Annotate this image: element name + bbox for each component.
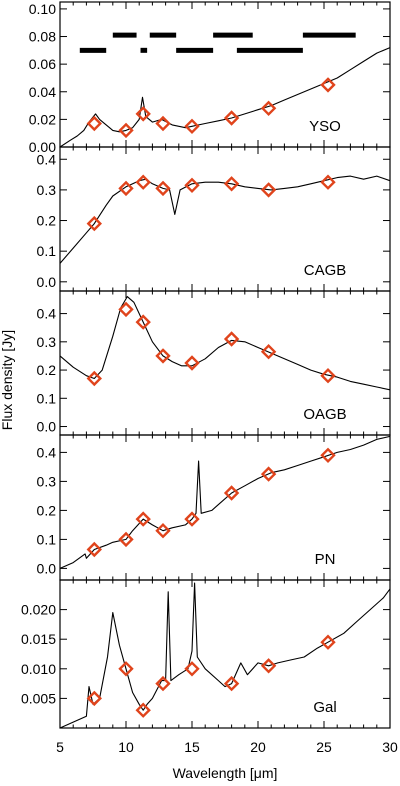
photometry-marker <box>184 118 200 134</box>
panel-gal: 0.005 0.010 0.015 0.020 Gal <box>21 579 391 729</box>
y-tick-label: 0.4 <box>37 306 57 322</box>
panel-oagb: 0.0 0.1 0.2 0.3 0.4 OAGB <box>37 290 391 436</box>
y-tick-label: 0.10 <box>29 1 56 17</box>
photometry-marker <box>155 523 171 539</box>
photometry-marker <box>223 110 240 126</box>
photometry-marker <box>260 100 277 116</box>
photometry-marker <box>135 106 151 122</box>
photometry-marker <box>320 174 336 190</box>
photometry-marker <box>260 344 277 360</box>
panel-label: Gal <box>313 699 336 716</box>
photometry-marker <box>320 447 336 463</box>
x-axis-label: Wavelength [μm] <box>173 765 278 781</box>
photometry-marker <box>86 690 102 707</box>
spectrum-line <box>59 47 391 148</box>
y-tick-label: 0.1 <box>37 243 57 259</box>
photometry-marker <box>260 658 277 674</box>
y-tick-label: 0.04 <box>29 84 56 100</box>
spectrum-line <box>59 296 391 391</box>
y-tick-label: 0.0 <box>37 274 57 290</box>
photometry-marker <box>184 177 200 193</box>
photometry-marker <box>155 180 171 197</box>
photometry-marker <box>86 370 102 387</box>
y-tick-label: 0.020 <box>21 602 56 618</box>
photometry-marker <box>86 115 102 132</box>
panel-label: PN <box>315 551 336 568</box>
x-tick-label: 5 <box>56 739 64 755</box>
y-tick-label: 0.005 <box>21 690 56 706</box>
photometry-marker <box>260 182 277 198</box>
photometry-marker <box>118 301 134 318</box>
photometry-marker <box>135 702 151 718</box>
y-tick-label: 0.0 <box>37 560 57 576</box>
y-tick-label: 0.1 <box>37 531 57 547</box>
spectrum-line <box>59 175 391 264</box>
y-tick-label: 0.0 <box>37 419 57 435</box>
x-tick-label: 20 <box>250 739 266 755</box>
y-tick-label: 0.3 <box>37 182 57 198</box>
photometry-marker <box>118 531 134 548</box>
y-tick-label: 0.2 <box>37 502 57 518</box>
panel-yso: 0.00 0.02 0.04 0.06 0.08 0.10 YSO <box>29 1 391 155</box>
photometry-marker <box>223 331 240 347</box>
panel-label: YSO <box>309 118 341 135</box>
photometry-marker <box>135 511 151 527</box>
photometry-marker <box>223 176 240 192</box>
y-tick-label: 0.3 <box>37 334 57 350</box>
photometry-marker <box>320 368 336 384</box>
photometry-marker <box>184 661 200 677</box>
spectrum-line <box>59 435 391 569</box>
photometry-marker <box>320 77 336 93</box>
photometry-marker <box>223 675 240 692</box>
panel-pn: 0.0 0.1 0.2 0.3 0.4 PN <box>37 434 391 581</box>
photometry-marker <box>223 485 240 501</box>
y-tick-label: 0.00 <box>29 139 56 155</box>
photometry-marker <box>118 661 134 677</box>
y-tick-label: 0.02 <box>29 111 56 127</box>
x-tick-label: 10 <box>118 739 134 755</box>
y-tick-label: 0.4 <box>37 151 57 167</box>
panel-label: OAGB <box>303 406 346 423</box>
y-tick-label: 0.2 <box>37 362 57 378</box>
x-tick-label: 25 <box>316 739 332 755</box>
photometry-marker <box>184 355 200 371</box>
x-tick-label: 15 <box>184 739 200 755</box>
spectrum-line <box>59 582 391 729</box>
panel-frame <box>59 434 391 581</box>
y-tick-label: 0.06 <box>29 56 56 72</box>
photometry-marker <box>320 634 336 650</box>
panel-stack: 0.000.020.040.060.080.10YSO0.00.10.20.30… <box>21 1 391 729</box>
photometry-marker <box>118 180 134 197</box>
y-tick-label: 0.1 <box>37 390 57 406</box>
y-axis-label: Flux density [Jy] <box>0 330 15 430</box>
panel-frame <box>59 579 391 729</box>
y-tick-label: 0.010 <box>21 661 56 677</box>
photometry-marker <box>135 314 151 330</box>
photometry-marker <box>86 541 102 558</box>
x-tick-label: 30 <box>382 739 398 755</box>
photometry-marker <box>155 348 171 364</box>
y-tick-label: 0.4 <box>37 444 57 460</box>
y-tick-label: 0.2 <box>37 213 57 229</box>
photometry-marker <box>155 115 171 132</box>
panel-label: CAGB <box>304 262 347 279</box>
y-tick-label: 0.015 <box>21 631 56 647</box>
photometry-marker <box>260 466 277 482</box>
photometry-marker <box>184 511 200 527</box>
y-tick-label: 0.08 <box>29 29 56 45</box>
photometry-marker <box>118 122 134 139</box>
photometry-marker <box>86 215 102 232</box>
panel-cagb: 0.0 0.1 0.2 0.3 0.4 CAGB <box>37 146 391 292</box>
photometry-marker <box>155 675 171 692</box>
photometry-marker <box>135 174 151 190</box>
y-tick-label: 0.3 <box>37 473 57 489</box>
shared-x-axis: 5 10 15 20 25 30 Wavelength [μm] <box>56 739 398 781</box>
